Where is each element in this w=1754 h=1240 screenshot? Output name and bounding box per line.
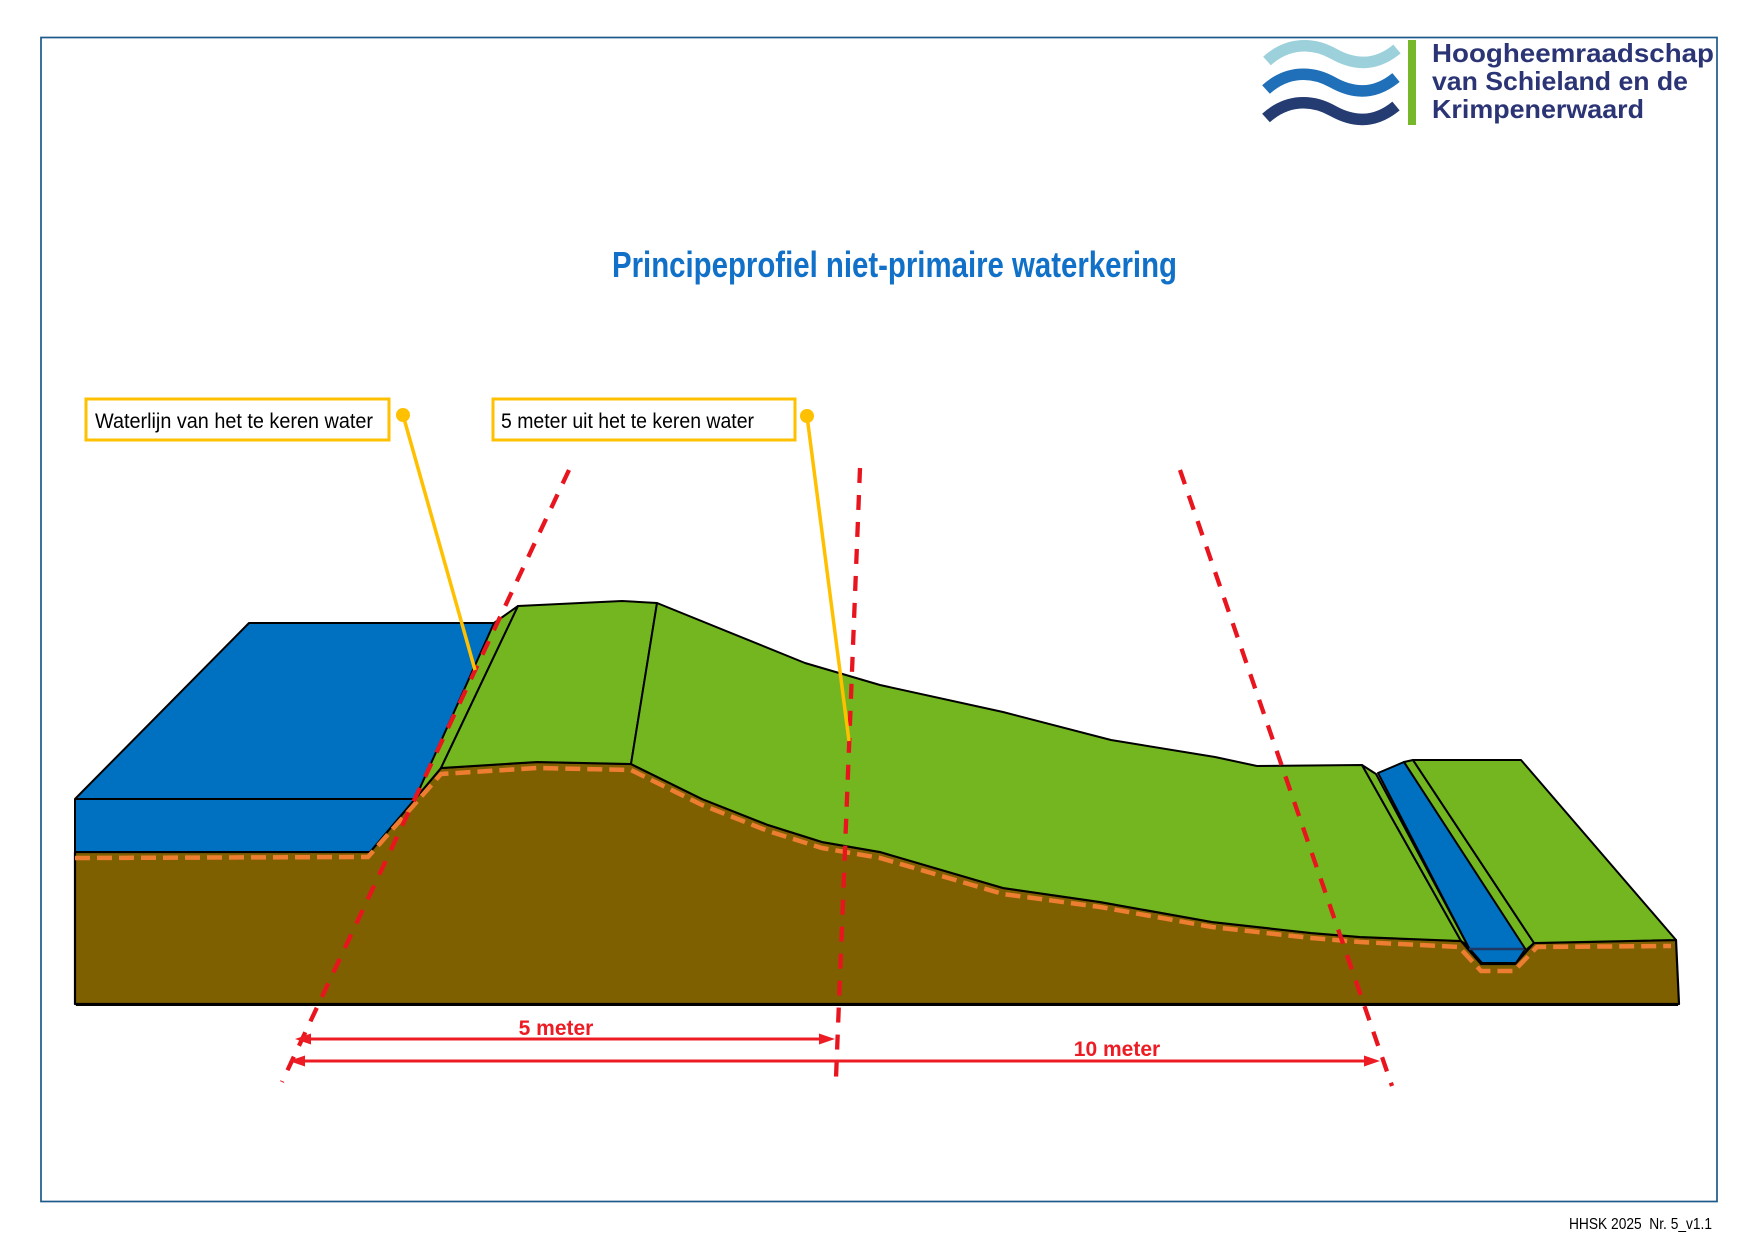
svg-text:Hoogheemraadschap: Hoogheemraadschap [1432, 38, 1714, 68]
svg-text:Krimpenerwaard: Krimpenerwaard [1432, 94, 1644, 124]
svg-text:5 meter: 5 meter [519, 1017, 594, 1040]
svg-text:5 meter uit het te keren water: 5 meter uit het te keren water [501, 410, 754, 433]
svg-text:10 meter: 10 meter [1074, 1038, 1160, 1061]
svg-text:van Schieland en de: van Schieland en de [1432, 66, 1688, 96]
svg-text:HHSK 2025 Nr. 5_v1.1: HHSK 2025 Nr. 5_v1.1 [1569, 1216, 1712, 1233]
svg-text:Waterlijn van het te keren wat: Waterlijn van het te keren water [95, 410, 373, 433]
svg-text:Principeprofiel niet-primaire: Principeprofiel niet-primaire waterkerin… [612, 244, 1177, 285]
